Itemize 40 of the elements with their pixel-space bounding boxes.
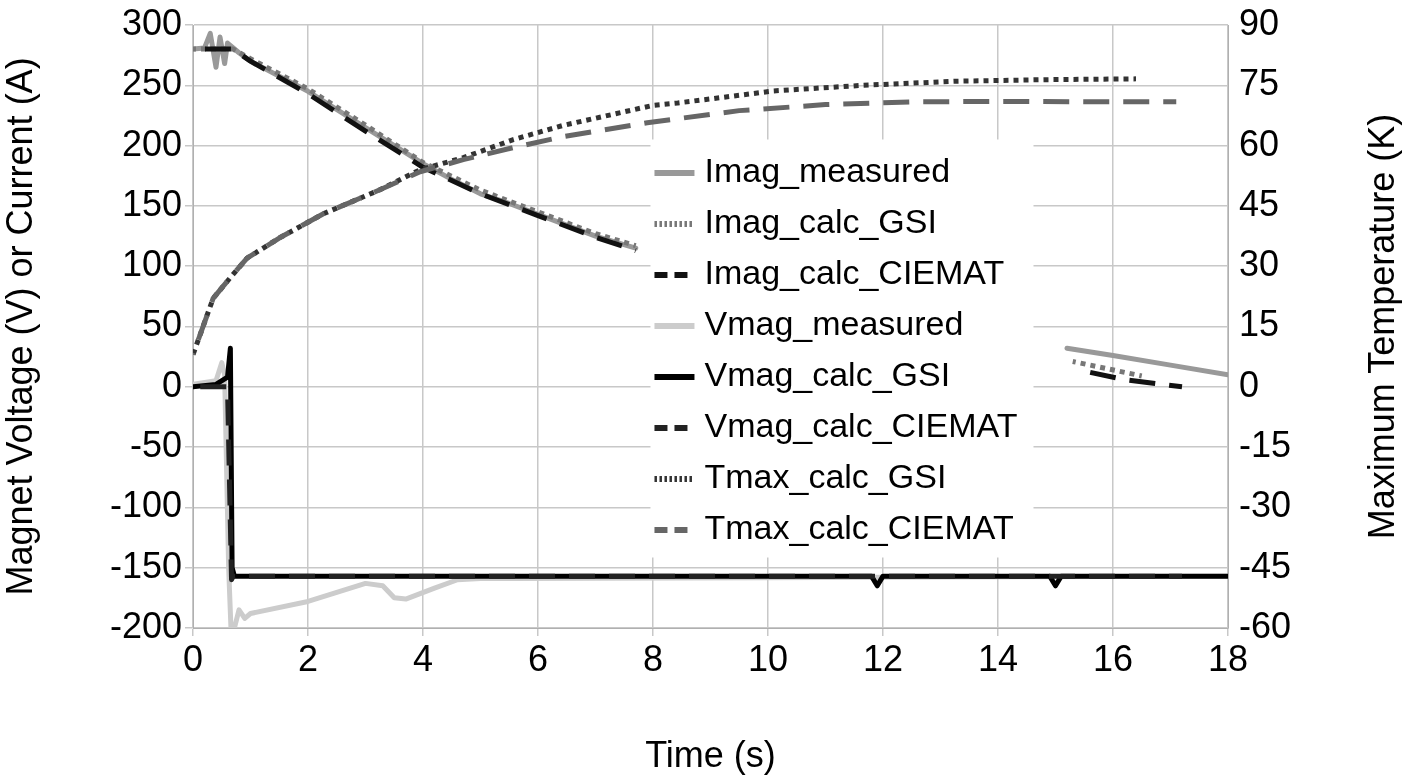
y2-tick-label: 45 [1239,182,1280,224]
x-axis-title: Time (s) [645,734,776,776]
y-tick-label: 0 [161,363,182,405]
y-tick-label: -100 [109,484,182,526]
legend-label: Imag_measured [704,151,951,190]
legend-label: Imag_calc_CIEMAT [704,253,1005,292]
x-tick-label: 4 [412,637,434,679]
y2-tick-label: -45 [1239,544,1292,586]
x-tick-label: 6 [527,637,549,679]
y2-tick-label: 30 [1239,243,1280,285]
y-tick-label: -200 [109,604,182,646]
y-tick-label: -150 [109,544,182,586]
y-tick-label: 250 [121,62,182,104]
y-tick-label: 300 [121,1,182,43]
legend-label: Vmag_calc_GSI [704,355,951,394]
y-tick-label: 100 [121,243,182,285]
y2-tick-label: -30 [1239,484,1292,526]
legend-label: Tmax_calc_GSI [704,457,947,496]
x-tick-label: 8 [642,637,664,679]
x-tick-label: 2 [297,637,319,679]
legend-label: Imag_calc_GSI [704,202,937,241]
x-tick-label: 12 [862,637,904,679]
y-tick-label: -50 [129,424,182,466]
x-tick-label: 10 [747,637,789,679]
legend-label: Tmax_calc_CIEMAT [704,508,1014,547]
legend-label: Vmag_calc_CIEMAT [704,406,1018,445]
y-axis-title: Magnet Voltage (V) or Current (A) [0,57,40,596]
x-tick-label: 16 [1092,637,1134,679]
y-tick-label: 150 [121,182,182,224]
y2-tick-label: 15 [1239,303,1280,345]
x-tick-label: 14 [977,637,1019,679]
y-tick-label: 200 [121,122,182,164]
y2-tick-label: 60 [1239,122,1280,164]
y2-axis-title: Maximum Temperature (K) [1360,113,1402,540]
y2-tick-label: 90 [1239,1,1280,43]
legend-label: Vmag_measured [704,304,964,343]
y2-tick-label: -15 [1239,424,1292,466]
y2-tick-label: 0 [1239,363,1260,405]
y2-tick-label: 75 [1239,62,1280,104]
y-tick-label: 50 [141,303,182,345]
